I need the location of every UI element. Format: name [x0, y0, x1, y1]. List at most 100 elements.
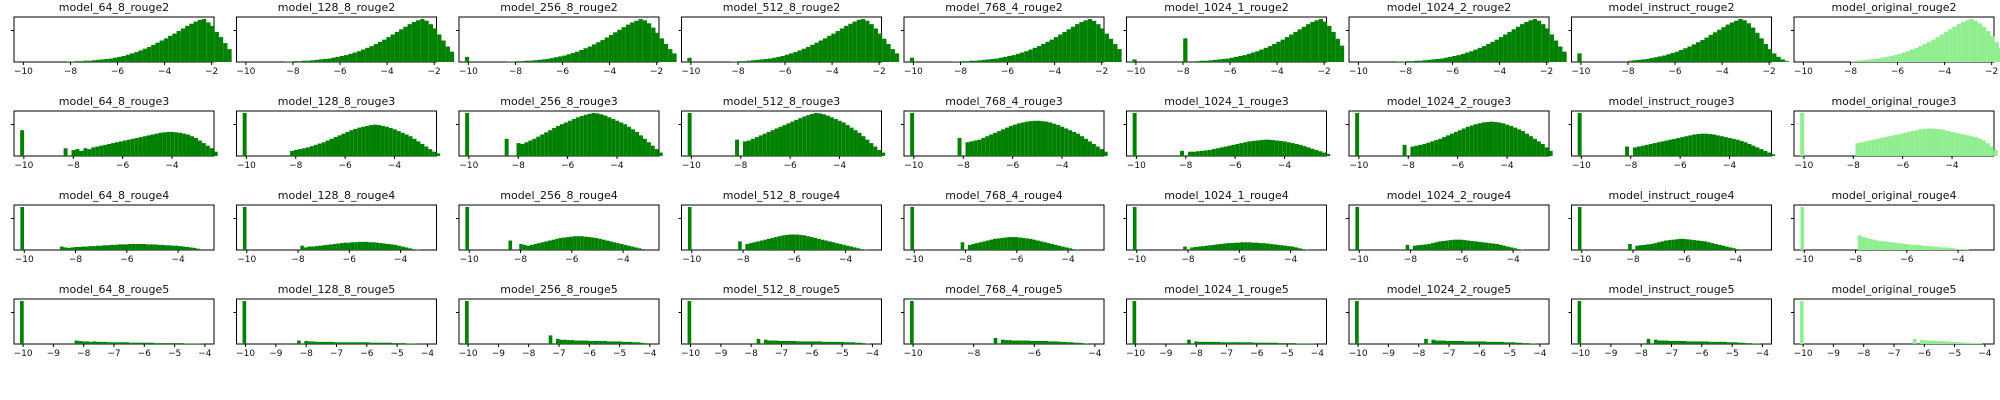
histogram-bar: [1092, 20, 1097, 62]
histogram-bar: [329, 341, 334, 344]
histogram-bar: [1691, 44, 1696, 62]
histogram-bar: [373, 43, 378, 62]
histogram-bar: [103, 341, 108, 344]
histogram-bar: [591, 237, 595, 250]
histogram-bar: [1532, 138, 1537, 156]
histogram-bar: [1322, 152, 1327, 156]
histogram-bar: [774, 237, 778, 250]
histogram-bar: [1062, 31, 1067, 62]
histogram-bar: [242, 301, 247, 344]
histogram-bar: [121, 342, 126, 344]
histogram-bar: [1657, 340, 1662, 344]
histogram-bar: [1221, 58, 1226, 62]
histogram-bar: [1657, 56, 1663, 62]
x-tick-label: −4: [833, 161, 847, 171]
x-tick-label: −6: [1900, 255, 1914, 265]
histogram-bar: [1062, 341, 1067, 344]
histogram-bar: [1901, 52, 1906, 62]
histogram-bar: [91, 60, 97, 62]
histogram-bar: [63, 247, 68, 250]
panel-title: model_1024_2_rouge5: [1387, 283, 1511, 296]
histogram-bar: [756, 338, 761, 344]
x-tick-label: −10: [904, 161, 923, 171]
histogram-bar: [1646, 338, 1651, 344]
histogram-bar: [738, 241, 742, 250]
histogram-bar: [1465, 52, 1470, 62]
histogram-bar: [465, 301, 469, 344]
histogram-bar: [1061, 246, 1065, 250]
histogram-bar: [380, 342, 385, 344]
histogram-bar: [964, 61, 970, 62]
histogram-bar: [788, 234, 793, 250]
histogram-bar: [1201, 246, 1205, 250]
histogram-bar: [626, 245, 631, 250]
histogram-bar: [168, 35, 173, 62]
histogram-bar: [1314, 149, 1319, 156]
histogram-bar: [1274, 342, 1279, 344]
histogram-bar: [1028, 121, 1033, 156]
histogram-bar: [973, 140, 978, 156]
histogram-bar: [318, 341, 323, 344]
histogram-bar: [771, 340, 775, 344]
histogram-bar: [1969, 19, 1974, 62]
histogram-bar: [351, 342, 356, 344]
histogram-bar: [599, 114, 604, 156]
histogram-bar: [993, 132, 998, 156]
histogram-bar: [856, 19, 862, 62]
x-tick-label: −4: [1533, 349, 1547, 359]
histogram-bar: [588, 340, 593, 344]
histogram-bar: [1700, 40, 1705, 62]
histogram-bar: [1001, 129, 1005, 156]
histogram-bar: [786, 123, 791, 156]
histogram-bar: [969, 60, 974, 62]
histogram-bar: [155, 42, 160, 62]
histogram-bar: [147, 342, 151, 344]
x-tick-label: −6: [788, 255, 802, 265]
histogram-bar: [1966, 135, 1971, 156]
histogram-bar: [592, 340, 596, 344]
x-tick-label: −8: [1621, 67, 1635, 77]
x-tick-label: −7: [1665, 349, 1678, 359]
panel-title: model_original_rouge4: [1831, 189, 1956, 202]
histogram-bar: [407, 24, 412, 62]
histogram-bar: [1239, 143, 1244, 156]
histogram-bar: [1423, 244, 1428, 250]
axes-frame: [903, 298, 1105, 345]
histogram-bar: [1994, 42, 1999, 62]
histogram-bar: [160, 244, 164, 250]
histogram-bar: [373, 124, 377, 156]
x-tick-label: −8: [1181, 255, 1195, 265]
histogram-panel: model_128_8_rouge2 −10 −8 −6 −4 −2: [233, 1, 455, 77]
histogram-bar: [1045, 41, 1050, 62]
histogram-bar: [1672, 340, 1676, 344]
histogram-bar: [579, 49, 584, 62]
histogram-bar: [1215, 148, 1220, 156]
x-tick-label: −8: [512, 161, 526, 171]
histogram-bar: [1742, 20, 1747, 62]
histogram-bar: [325, 140, 330, 156]
histogram-bar: [1470, 240, 1474, 250]
histogram-bar: [778, 126, 783, 156]
axes-frame: [1348, 298, 1550, 345]
histogram-bar: [587, 237, 592, 250]
histogram-bar: [142, 243, 147, 250]
histogram-bar: [398, 343, 403, 344]
histogram-bar: [1457, 130, 1462, 156]
histogram-panel: model_1024_1_rouge5 −10 −9 −8 −7 −6 −5 −4: [1123, 283, 1327, 359]
panel-title: model_1024_1_rouge2: [1164, 1, 1288, 14]
x-tick-label: −10: [1795, 255, 1814, 265]
histogram-bar: [1294, 143, 1299, 156]
histogram-bar: [1922, 245, 1927, 250]
histogram-bar: [1266, 139, 1271, 156]
histogram-bar: [599, 340, 604, 344]
histogram-bar: [122, 140, 127, 156]
histogram-bar: [201, 143, 206, 156]
histogram-bar: [78, 340, 82, 344]
histogram-bar: [1537, 20, 1542, 62]
histogram-bar: [627, 126, 632, 156]
histogram-bar: [767, 58, 773, 62]
histogram-bar: [571, 119, 576, 156]
histogram-bar: [1318, 19, 1323, 62]
histogram-bar: [1007, 55, 1012, 62]
histogram-bar: [1914, 47, 1919, 62]
